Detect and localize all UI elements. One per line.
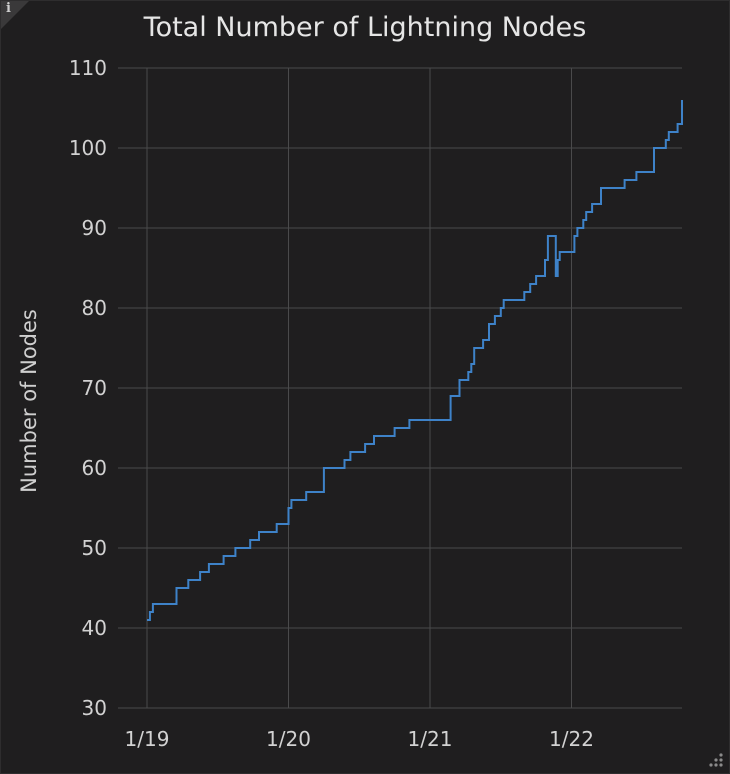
y-tick-label: 90 bbox=[82, 216, 107, 240]
y-tick-label: 30 bbox=[82, 696, 107, 720]
info-corner[interactable] bbox=[1, 1, 29, 29]
chart-title: Total Number of Lightning Nodes bbox=[143, 12, 587, 43]
y-tick-label: 70 bbox=[82, 376, 107, 400]
y-tick-label: 50 bbox=[82, 536, 107, 560]
x-tick-label: 1/19 bbox=[125, 727, 170, 751]
series-line bbox=[147, 100, 683, 621]
x-tick-label: 1/22 bbox=[549, 727, 594, 751]
x-axis-ticks: 1/19 1/20 1/21 1/22 bbox=[125, 727, 594, 751]
x-tick-label: 1/21 bbox=[408, 727, 453, 751]
info-icon[interactable]: i bbox=[6, 1, 11, 16]
y-tick-label: 40 bbox=[82, 616, 107, 640]
y-tick-label: 100 bbox=[69, 136, 107, 160]
x-tick-label: 1/20 bbox=[266, 727, 311, 751]
y-tick-label: 60 bbox=[82, 456, 107, 480]
resize-handle-icon[interactable] bbox=[709, 753, 723, 767]
y-tick-label: 110 bbox=[69, 56, 107, 80]
y-axis-ticks: 30 40 50 60 70 80 90 100 110 bbox=[69, 56, 107, 720]
grid bbox=[118, 67, 682, 709]
series-layer bbox=[147, 100, 683, 621]
y-axis-label: Number of Nodes bbox=[17, 309, 41, 493]
y-tick-label: 80 bbox=[82, 296, 107, 320]
